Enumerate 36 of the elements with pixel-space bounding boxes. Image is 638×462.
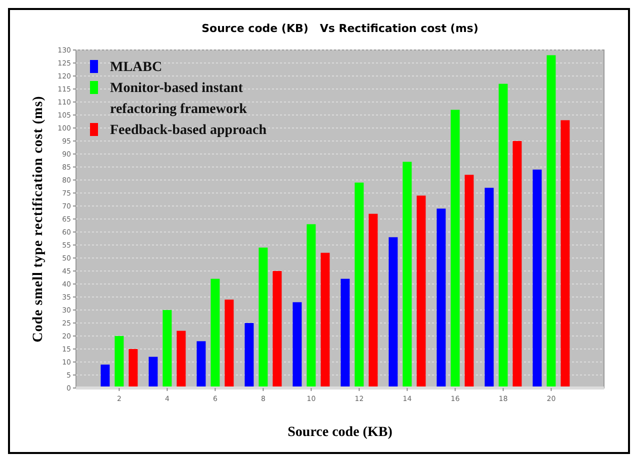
bar — [560, 120, 570, 388]
bar — [436, 208, 446, 388]
bar — [272, 271, 282, 388]
bar — [484, 188, 494, 388]
bar — [450, 110, 460, 388]
bar — [128, 349, 138, 388]
bar — [210, 278, 220, 388]
bar — [498, 84, 508, 388]
bar — [114, 336, 124, 388]
bar — [100, 364, 110, 388]
bar — [258, 248, 268, 388]
x-axis-title: Source code (KB) — [288, 425, 393, 440]
bar — [464, 174, 474, 388]
bar — [368, 214, 378, 388]
bar — [148, 356, 158, 388]
bar — [320, 252, 330, 388]
bar — [416, 196, 426, 388]
bar — [244, 323, 254, 388]
bar — [532, 170, 542, 388]
bar — [196, 341, 206, 388]
legend-label: MLABC — [110, 60, 162, 75]
bar — [292, 302, 302, 388]
chart-title: Source code (KB) Vs Rectification cost (ms) — [202, 22, 478, 35]
bar — [306, 224, 316, 388]
bar — [402, 162, 412, 388]
y-axis-title: Code smell type rectification cost (ms) — [31, 96, 46, 342]
bar — [176, 330, 186, 388]
bar — [162, 310, 172, 388]
bar — [512, 141, 522, 388]
legend-label: Monitor-based instant refactoring framework — [110, 81, 248, 117]
bar — [354, 182, 364, 388]
bar — [388, 237, 398, 388]
bar — [224, 300, 234, 388]
bar — [340, 278, 350, 388]
bar — [546, 55, 556, 388]
legend-label: Feedback-based approach — [110, 123, 267, 138]
